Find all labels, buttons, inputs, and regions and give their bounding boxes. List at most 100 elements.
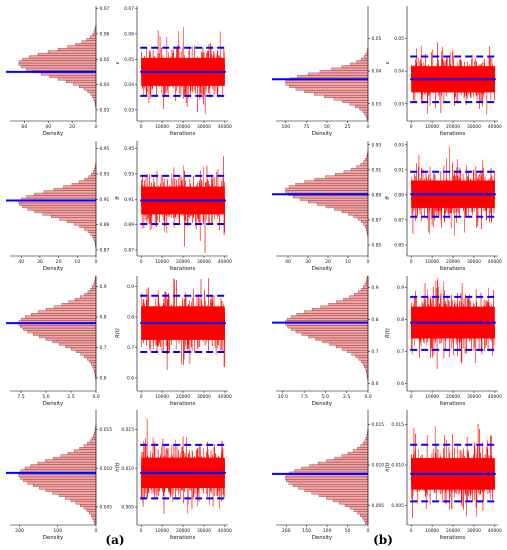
density-bin <box>363 160 369 164</box>
density-x-tick-label: 200 <box>282 528 291 534</box>
density-x-tick-label: 20 <box>56 259 62 265</box>
trace-y-tick-label: 0.93 <box>394 142 404 148</box>
chart-b-row2: 40 30 20 10 0Density0.850.870.890.910.930.85… <box>272 141 502 272</box>
density-bin <box>71 182 97 186</box>
density-bin <box>22 205 97 209</box>
density-bin <box>27 481 97 485</box>
density-bin <box>18 474 97 478</box>
density-bin <box>364 283 369 287</box>
trace-plot: 0.005 0.010 0.015 0 10000 20000 30000 40000 Iter… <box>385 410 502 541</box>
trace-y-tick-label: 0.93 <box>124 172 134 178</box>
density-bin <box>37 52 97 56</box>
density-y-tick-label: 0.6 <box>100 375 107 381</box>
density-x-axis-label: Density <box>43 266 64 272</box>
density-bin <box>23 327 97 331</box>
trace-x-axis-label: Iterations <box>170 266 196 272</box>
density-x-tick-label: 20 <box>325 259 331 265</box>
density-x-tick-label: 2.5 <box>343 394 350 400</box>
density-bin <box>357 446 369 450</box>
density-bin <box>92 33 97 36</box>
trace-y-tick-label: 0.6 <box>127 375 134 381</box>
density-x-tick-label: 50 <box>324 124 330 130</box>
trace-x-tick-label: 0 <box>410 124 413 130</box>
density-x-tick-label: 0 <box>367 259 370 265</box>
density-bin <box>290 315 369 319</box>
density-bin <box>45 337 97 341</box>
density-bin <box>90 513 97 517</box>
trace-x-tick-label: 40000 <box>218 259 232 265</box>
density-bin <box>26 195 97 199</box>
density-y-tick-label: 0.005 <box>372 503 385 509</box>
density-bin <box>314 177 369 181</box>
density-bin <box>362 442 369 445</box>
density-bin <box>343 298 369 301</box>
density-x-tick-label: 7.5 <box>17 394 24 400</box>
density-bin <box>84 177 97 181</box>
density-bin <box>315 337 369 341</box>
density-bin <box>67 451 97 455</box>
trace-y-tick-label: 0.6 <box>397 381 404 387</box>
density-bin <box>360 57 369 61</box>
density-x-tick-label: 150 <box>302 528 311 534</box>
density-bin <box>299 197 369 201</box>
density-x-axis-label: Density <box>312 535 333 541</box>
density-bin <box>365 367 369 371</box>
density-bin <box>334 456 369 460</box>
density-y-tick-label: 0.04 <box>100 82 110 88</box>
density-bin <box>87 442 97 445</box>
density-bin <box>74 449 97 453</box>
trace-x-tick-label: 0 <box>140 259 143 265</box>
density-bin <box>355 355 369 358</box>
trace-y-tick-label: 0.89 <box>124 222 134 228</box>
trace-y-tick-label: 0.91 <box>124 197 134 203</box>
trace-y-axis-label: R(t) <box>385 328 391 338</box>
density-bin <box>304 489 369 492</box>
density-bin <box>39 335 97 339</box>
density-bin <box>83 444 97 448</box>
density-bin <box>285 476 369 480</box>
density-bin <box>363 285 369 289</box>
density-y-tick-label: 0.9 <box>100 284 107 290</box>
chart-a-row4: 200 100 0Density0.0050.0100.0150.0050.0100… <box>6 410 232 541</box>
density-x-axis-label: Density <box>312 401 333 407</box>
density-plot: 200 100 0 Density 0.005 0.010 0.015 <box>6 410 112 541</box>
density-bin <box>285 190 369 194</box>
density-bin <box>301 332 369 336</box>
density-bin <box>89 439 97 443</box>
trace-y-tick-label: 0.9 <box>127 284 134 290</box>
trace-y-tick-label: 0.7 <box>397 349 404 355</box>
density-bin <box>59 342 97 346</box>
density-bin <box>42 212 97 216</box>
density-bin <box>92 516 97 520</box>
density-y-tick-label: 0.06 <box>100 31 110 37</box>
density-bin <box>71 347 97 351</box>
density-plot: 200 150 100 50 0 Density 0.005 0.010 0.015 <box>272 410 384 541</box>
density-bin <box>287 325 369 329</box>
density-bin <box>289 85 369 88</box>
density-bin <box>292 484 369 488</box>
density-plot: 60 40 20 0 Density 0.03 0.04 0.05 0.06 0.07 <box>6 6 109 137</box>
density-bin <box>316 202 369 206</box>
trace-x-tick-label: 20000 <box>176 528 190 534</box>
density-bin <box>89 511 97 515</box>
density-bin <box>93 283 97 287</box>
density-bin <box>351 352 369 356</box>
density-x-tick-label: 75 <box>303 124 309 130</box>
density-x-axis-label: Density <box>312 131 333 137</box>
density-x-tick-label: 2.5 <box>67 394 74 400</box>
density-bin <box>363 55 369 59</box>
density-x-tick-label: 200 <box>15 528 24 534</box>
density-bin <box>22 57 97 61</box>
density-x-axis-label: Density <box>43 131 64 137</box>
density-bin <box>311 308 369 311</box>
trace-x-tick-label: 30000 <box>467 124 481 130</box>
density-bin <box>318 494 369 497</box>
density-x-tick-label: 0 <box>95 259 98 265</box>
density-bin <box>357 290 369 294</box>
density-bin <box>27 330 97 334</box>
density-bin <box>83 87 97 91</box>
density-bin <box>80 503 97 507</box>
density-bin <box>53 456 97 460</box>
density-bin <box>365 437 369 440</box>
density-bin <box>285 187 369 191</box>
